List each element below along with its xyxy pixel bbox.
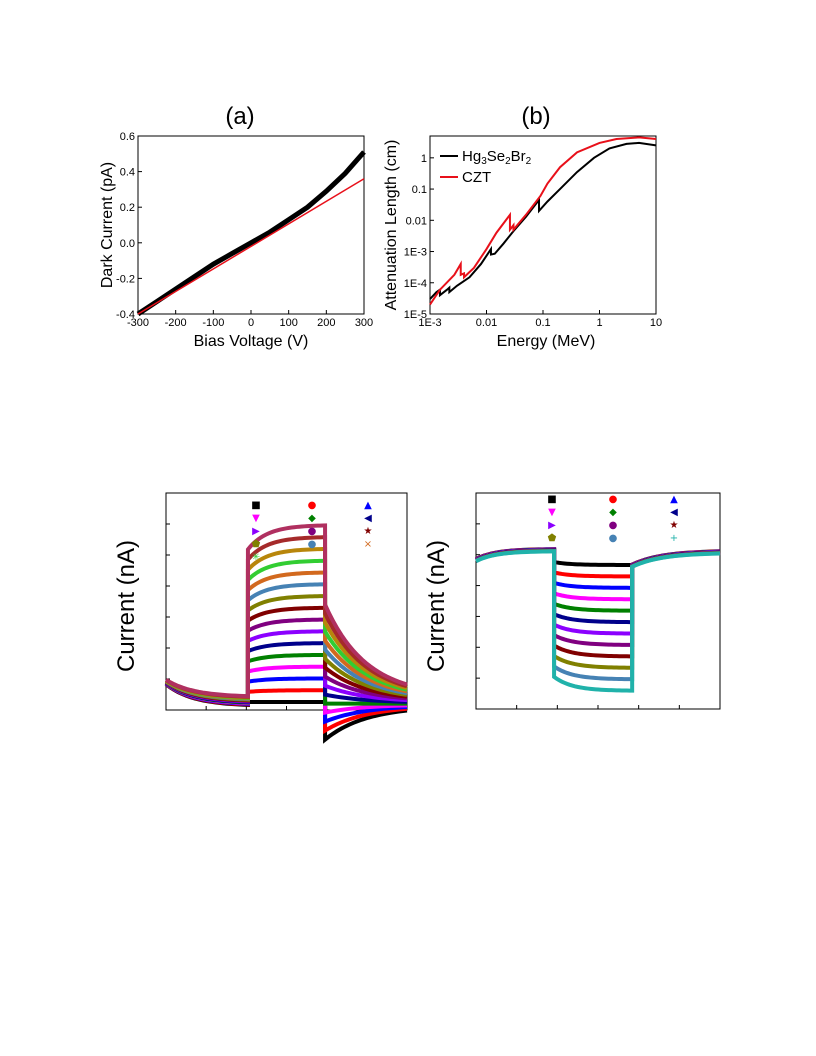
x-tick-label: 0 <box>248 317 254 329</box>
photocurrent-series <box>164 523 408 699</box>
legend-marker: ◀ <box>670 507 678 518</box>
chart-c-ylabel: Current (nA) <box>113 540 140 672</box>
series-line-dark-current-measured <box>136 150 366 317</box>
y-tick-label: 0.1 <box>412 184 427 196</box>
legend-marker: ★ <box>364 526 373 537</box>
legend-marker: ● <box>609 494 618 505</box>
x-tick-label: 1 <box>596 317 602 329</box>
chart-a-xlabel: Bias Voltage (V) <box>194 333 309 350</box>
chart-b-legend: Hg3Se2Br2 CZT <box>440 148 532 186</box>
chart-b-xlabel: Energy (MeV) <box>497 333 596 350</box>
panel-a-label: (a) <box>225 103 254 130</box>
legend-label-czt: CZT <box>462 169 491 186</box>
legend-label-hgsebr: Hg3Se2Br2 <box>462 148 532 167</box>
x-tick-label: 100 <box>279 317 297 329</box>
legend-marker: ★ <box>670 520 679 531</box>
y-tick-label: 0.2 <box>120 202 135 214</box>
legend-marker: ◆ <box>308 513 316 524</box>
y-tick-label: 1E-5 <box>404 309 427 321</box>
series-line-linear-fit <box>137 178 365 315</box>
legend-marker: ▲ <box>670 494 678 505</box>
legend-marker: ⬟ <box>548 533 557 544</box>
y-tick-label: 1 <box>421 153 427 165</box>
legend-marker: ■ <box>251 500 260 511</box>
chart-d-ylabel: Current (nA) <box>423 540 450 672</box>
dark-current-chart: -300 -200 -100 0 100 200 300 -0.4 -0.2 0.0 0.2 0.4 0… <box>99 131 373 350</box>
chart-b-ylabel: Attenuation Length (cm) <box>383 140 400 311</box>
x-tick-label: 0.1 <box>535 317 550 329</box>
photocurrent-chart-right: ■ ● ▲ ▼ ◆ ◀ ▶ ● ★ ⬟ ● + Current (nA) <box>423 492 721 710</box>
x-tick-label: -200 <box>165 317 187 329</box>
legend-marker: × <box>364 539 372 550</box>
legend-marker: ● <box>308 500 317 511</box>
legend-marker: ▶ <box>252 526 260 537</box>
photocurrent-series <box>475 549 721 693</box>
legend-marker: + <box>670 533 678 544</box>
chart-b-ticks: 1E-3 0.01 0.1 1 10 1E-5 1E-4 1E-3 0.01 0.1 1 <box>404 153 662 329</box>
x-tick-label: 300 <box>355 317 373 329</box>
y-tick-label: 0.4 <box>120 167 135 179</box>
y-tick-label: -0.2 <box>116 273 135 285</box>
photocurrent-series <box>475 549 721 682</box>
y-tick-label: 1E-3 <box>404 247 427 259</box>
photocurrent-series <box>475 547 721 613</box>
chart-a-ylabel: Dark Current (pA) <box>99 162 116 288</box>
chart-c-series <box>164 523 408 744</box>
legend-marker: ✳ <box>252 552 260 563</box>
photocurrent-series <box>164 546 408 700</box>
series-line-hgsebr <box>429 141 657 300</box>
legend-marker: ▼ <box>252 513 260 524</box>
chart-a-ticks: -300 -200 -100 0 100 200 300 -0.4 -0.2 0.0 0.2 0.4 0… <box>116 131 373 329</box>
y-tick-label: -0.4 <box>116 309 135 321</box>
legend-marker: ⬟ <box>252 539 261 550</box>
chart-d-series <box>475 547 721 693</box>
chart-a-frame <box>137 135 365 315</box>
y-tick-label: 0.01 <box>406 215 427 227</box>
x-tick-label: 0.01 <box>476 317 497 329</box>
panel-b-label: (b) <box>521 103 550 130</box>
legend-marker: ◀ <box>364 513 372 524</box>
photocurrent-chart-left: ■ ● ▲ ▼ ◆ ◀ ▶ ● ★ ⬟ ● × ✳ Current (nA) <box>113 492 408 744</box>
legend-marker: ◆ <box>609 507 617 518</box>
chart-d-ticks <box>476 523 680 709</box>
x-tick-label: 1E-3 <box>418 317 441 329</box>
y-tick-label: 1E-4 <box>404 278 427 290</box>
x-tick-label: -300 <box>127 317 149 329</box>
chart-c-legend: ■ ● ▲ ▼ ◆ ◀ ▶ ● ★ ⬟ ● × ✳ <box>251 500 372 563</box>
x-tick-label: 10 <box>650 317 662 329</box>
y-tick-label: 0.0 <box>120 238 135 250</box>
legend-marker: ■ <box>547 494 556 505</box>
legend-marker: ● <box>609 520 618 531</box>
series-line-czt <box>429 136 657 306</box>
legend-marker: ▲ <box>364 500 372 511</box>
legend-marker: ● <box>609 533 618 544</box>
chart-d-legend: ■ ● ▲ ▼ ◆ ◀ ▶ ● ★ ⬟ ● + <box>547 494 678 544</box>
legend-marker: ▶ <box>548 520 556 531</box>
legend-marker: ● <box>308 539 317 550</box>
attenuation-length-chart: 1E-3 0.01 0.1 1 10 1E-5 1E-4 1E-3 0.01 0.1 1 Energ… <box>383 135 662 350</box>
chart-b-series <box>429 136 657 306</box>
legend-marker: ▼ <box>548 507 556 518</box>
x-tick-label: 200 <box>317 317 335 329</box>
legend-marker: ● <box>308 526 317 537</box>
x-tick-label: -100 <box>202 317 224 329</box>
chart-a-series <box>136 150 366 317</box>
y-tick-label: 0.6 <box>120 131 135 143</box>
